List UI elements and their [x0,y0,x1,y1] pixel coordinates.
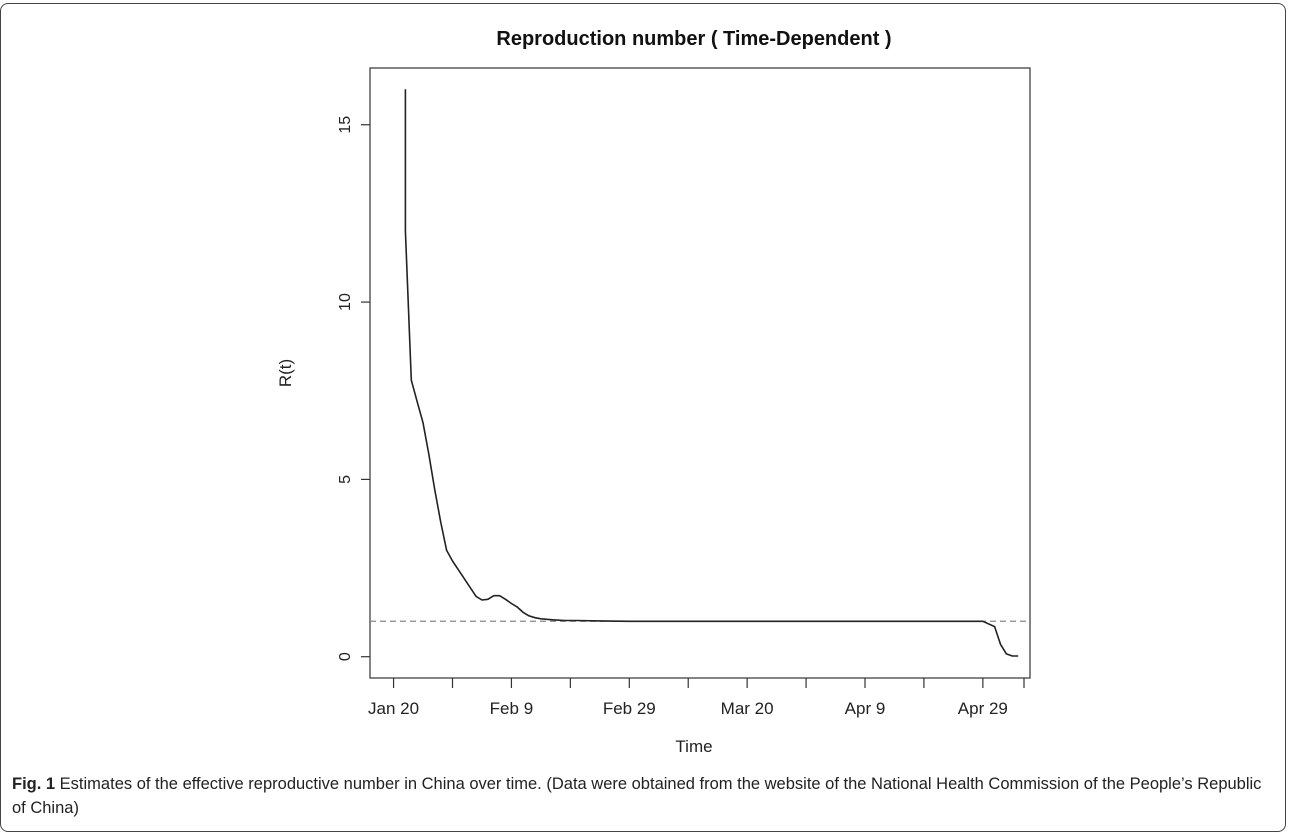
x-tick-label-3: Mar 20 [721,699,774,718]
y-tick-label-0: 0 [337,652,354,661]
caption-label: Fig. 1 [12,775,56,793]
chart-title: Reproduction number ( Time-Dependent ) [496,28,891,50]
caption-text: Estimates of the effective reproductive … [12,775,1262,817]
y-tick-label-3: 15 [337,116,354,134]
series-line [404,89,1019,657]
x-tick-label-1: Feb 9 [490,699,533,718]
x-tick-label-5: Apr 29 [958,699,1008,718]
figure-caption: Fig. 1 Estimates of the effective reprod… [12,772,1274,820]
y-tick-label-1: 5 [337,475,354,484]
figure-frame [0,3,1286,832]
x-axis: Jan 20 Feb 9 Feb 29 Mar 20 Apr 9 Apr 29 [368,678,1025,718]
x-tick-label-2: Feb 29 [603,699,656,718]
x-tick-label-4: Apr 9 [845,699,886,718]
x-axis-label: Time [675,737,712,756]
y-tick-label-2: 10 [337,293,354,311]
y-axis: 0 5 10 15 [337,116,370,661]
plot-area-box [369,67,1031,679]
y-axis-label: R(t) [276,359,295,387]
x-tick-label-0: Jan 20 [368,699,419,718]
